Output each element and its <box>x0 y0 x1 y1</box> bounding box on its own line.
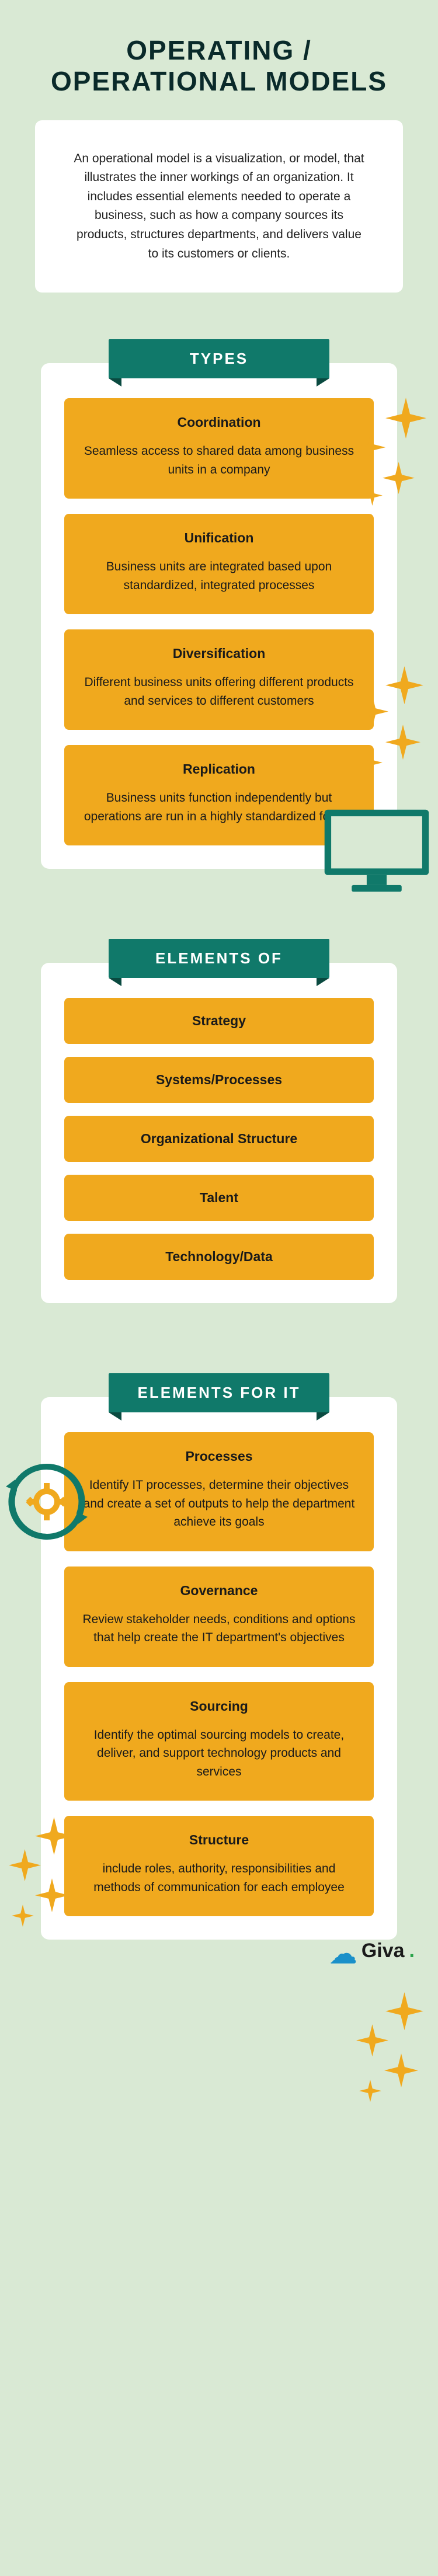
element-chip: Technology/Data <box>64 1234 374 1280</box>
card-title: Sourcing <box>82 1698 356 1714</box>
card-text: Business units function independently bu… <box>82 789 356 826</box>
it-card: Sourcing Identify the optimal sourcing m… <box>64 1682 374 1801</box>
card-title: Replication <box>82 761 356 777</box>
ribbon-elements-of: ELEMENTS OF <box>109 939 329 978</box>
card-text: Identify IT processes, determine their o… <box>82 1476 356 1531</box>
card-text: include roles, authority, responsibiliti… <box>82 1860 356 1896</box>
card-title: Governance <box>82 1583 356 1599</box>
element-chip: Organizational Structure <box>64 1116 374 1162</box>
footer: ☁ Giva. <box>0 1940 438 1964</box>
elements-for-it-body: Processes Identify IT processes, determi… <box>41 1397 397 1940</box>
card-title: Diversification <box>82 646 356 662</box>
type-card: Diversification Different business units… <box>64 629 374 730</box>
card-title: Structure <box>82 1832 356 1848</box>
ribbon-elements-for-it: ELEMENTS FOR IT <box>109 1373 329 1412</box>
intro-panel: An operational model is a visualization,… <box>35 120 403 293</box>
ribbon-label: TYPES <box>109 339 329 378</box>
element-chip: Strategy <box>64 998 374 1044</box>
brand-text: Giva <box>361 1940 405 1962</box>
card-text: Identify the optimal sourcing models to … <box>82 1726 356 1781</box>
card-text: Review stakeholder needs, conditions and… <box>82 1610 356 1647</box>
monitor-icon <box>321 806 432 898</box>
types-body: Coordination Seamless access to shared d… <box>41 363 397 869</box>
section-elements-for-it: ELEMENTS FOR IT Processes Identify IT pr… <box>41 1373 397 1940</box>
card-text: Business units are integrated based upon… <box>82 558 356 594</box>
it-card: Processes Identify IT processes, determi… <box>64 1432 374 1551</box>
type-card: Unification Business units are integrate… <box>64 514 374 614</box>
card-title: Coordination <box>82 415 356 430</box>
ribbon-label: ELEMENTS FOR IT <box>109 1373 329 1412</box>
elements-of-body: Strategy Systems/Processes Organizationa… <box>41 963 397 1303</box>
card-text: Different business units offering differ… <box>82 673 356 710</box>
card-title: Processes <box>82 1449 356 1464</box>
title-line-2: OPERATIONAL MODELS <box>51 66 387 96</box>
intro-text: An operational model is a visualization,… <box>74 152 364 260</box>
section-elements-of: ELEMENTS OF Strategy Systems/Processes O… <box>41 939 397 1303</box>
type-card: Coordination Seamless access to shared d… <box>64 398 374 499</box>
section-types: TYPES Coordination Seamless access to sh… <box>41 339 397 869</box>
title-line-1: OPERATING / <box>126 35 312 65</box>
it-card: Structure include roles, authority, resp… <box>64 1816 374 1916</box>
ribbon-types: TYPES <box>109 339 329 378</box>
card-text: Seamless access to shared data among bus… <box>82 442 356 479</box>
brand-logo: ☁ Giva. <box>330 1940 415 1962</box>
element-chip: Talent <box>64 1175 374 1221</box>
it-card: Governance Review stakeholder needs, con… <box>64 1567 374 1667</box>
page-title: OPERATING / OPERATIONAL MODELS <box>0 35 438 97</box>
sparkle-icon <box>350 1992 432 2109</box>
ribbon-label: ELEMENTS OF <box>109 939 329 978</box>
element-chip: Systems/Processes <box>64 1057 374 1103</box>
card-title: Unification <box>82 530 356 546</box>
